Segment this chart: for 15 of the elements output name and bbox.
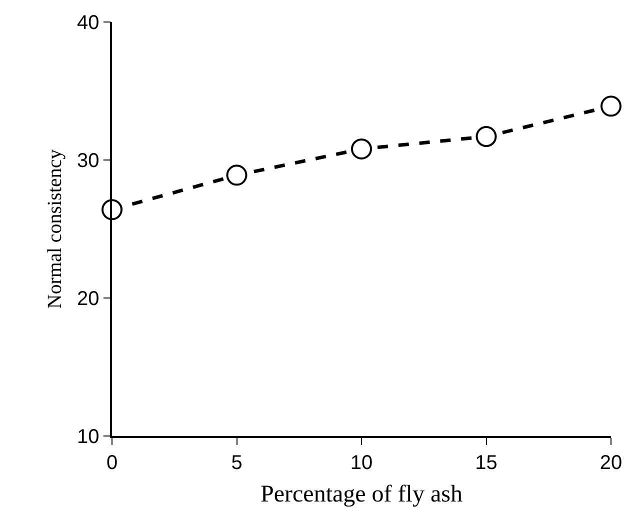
point	[226, 164, 248, 186]
y-tick-label: 40	[77, 12, 100, 34]
y-axis-title: Normal consistency	[44, 149, 66, 309]
point	[476, 126, 497, 148]
x-axis-title: Percentage of fly ash	[260, 482, 462, 508]
y-tick-label: 20	[77, 288, 100, 310]
x-tick-label: 15	[475, 452, 498, 474]
point	[351, 138, 372, 160]
x-tick-label: 20	[600, 452, 622, 474]
x-tick-label: 10	[350, 452, 373, 474]
x-tick-label: 5	[231, 452, 242, 474]
y-tick-label: 30	[77, 150, 100, 172]
x-tick-label: 0	[106, 452, 118, 474]
point	[600, 96, 622, 117]
y-tick-label: 10	[77, 426, 100, 448]
